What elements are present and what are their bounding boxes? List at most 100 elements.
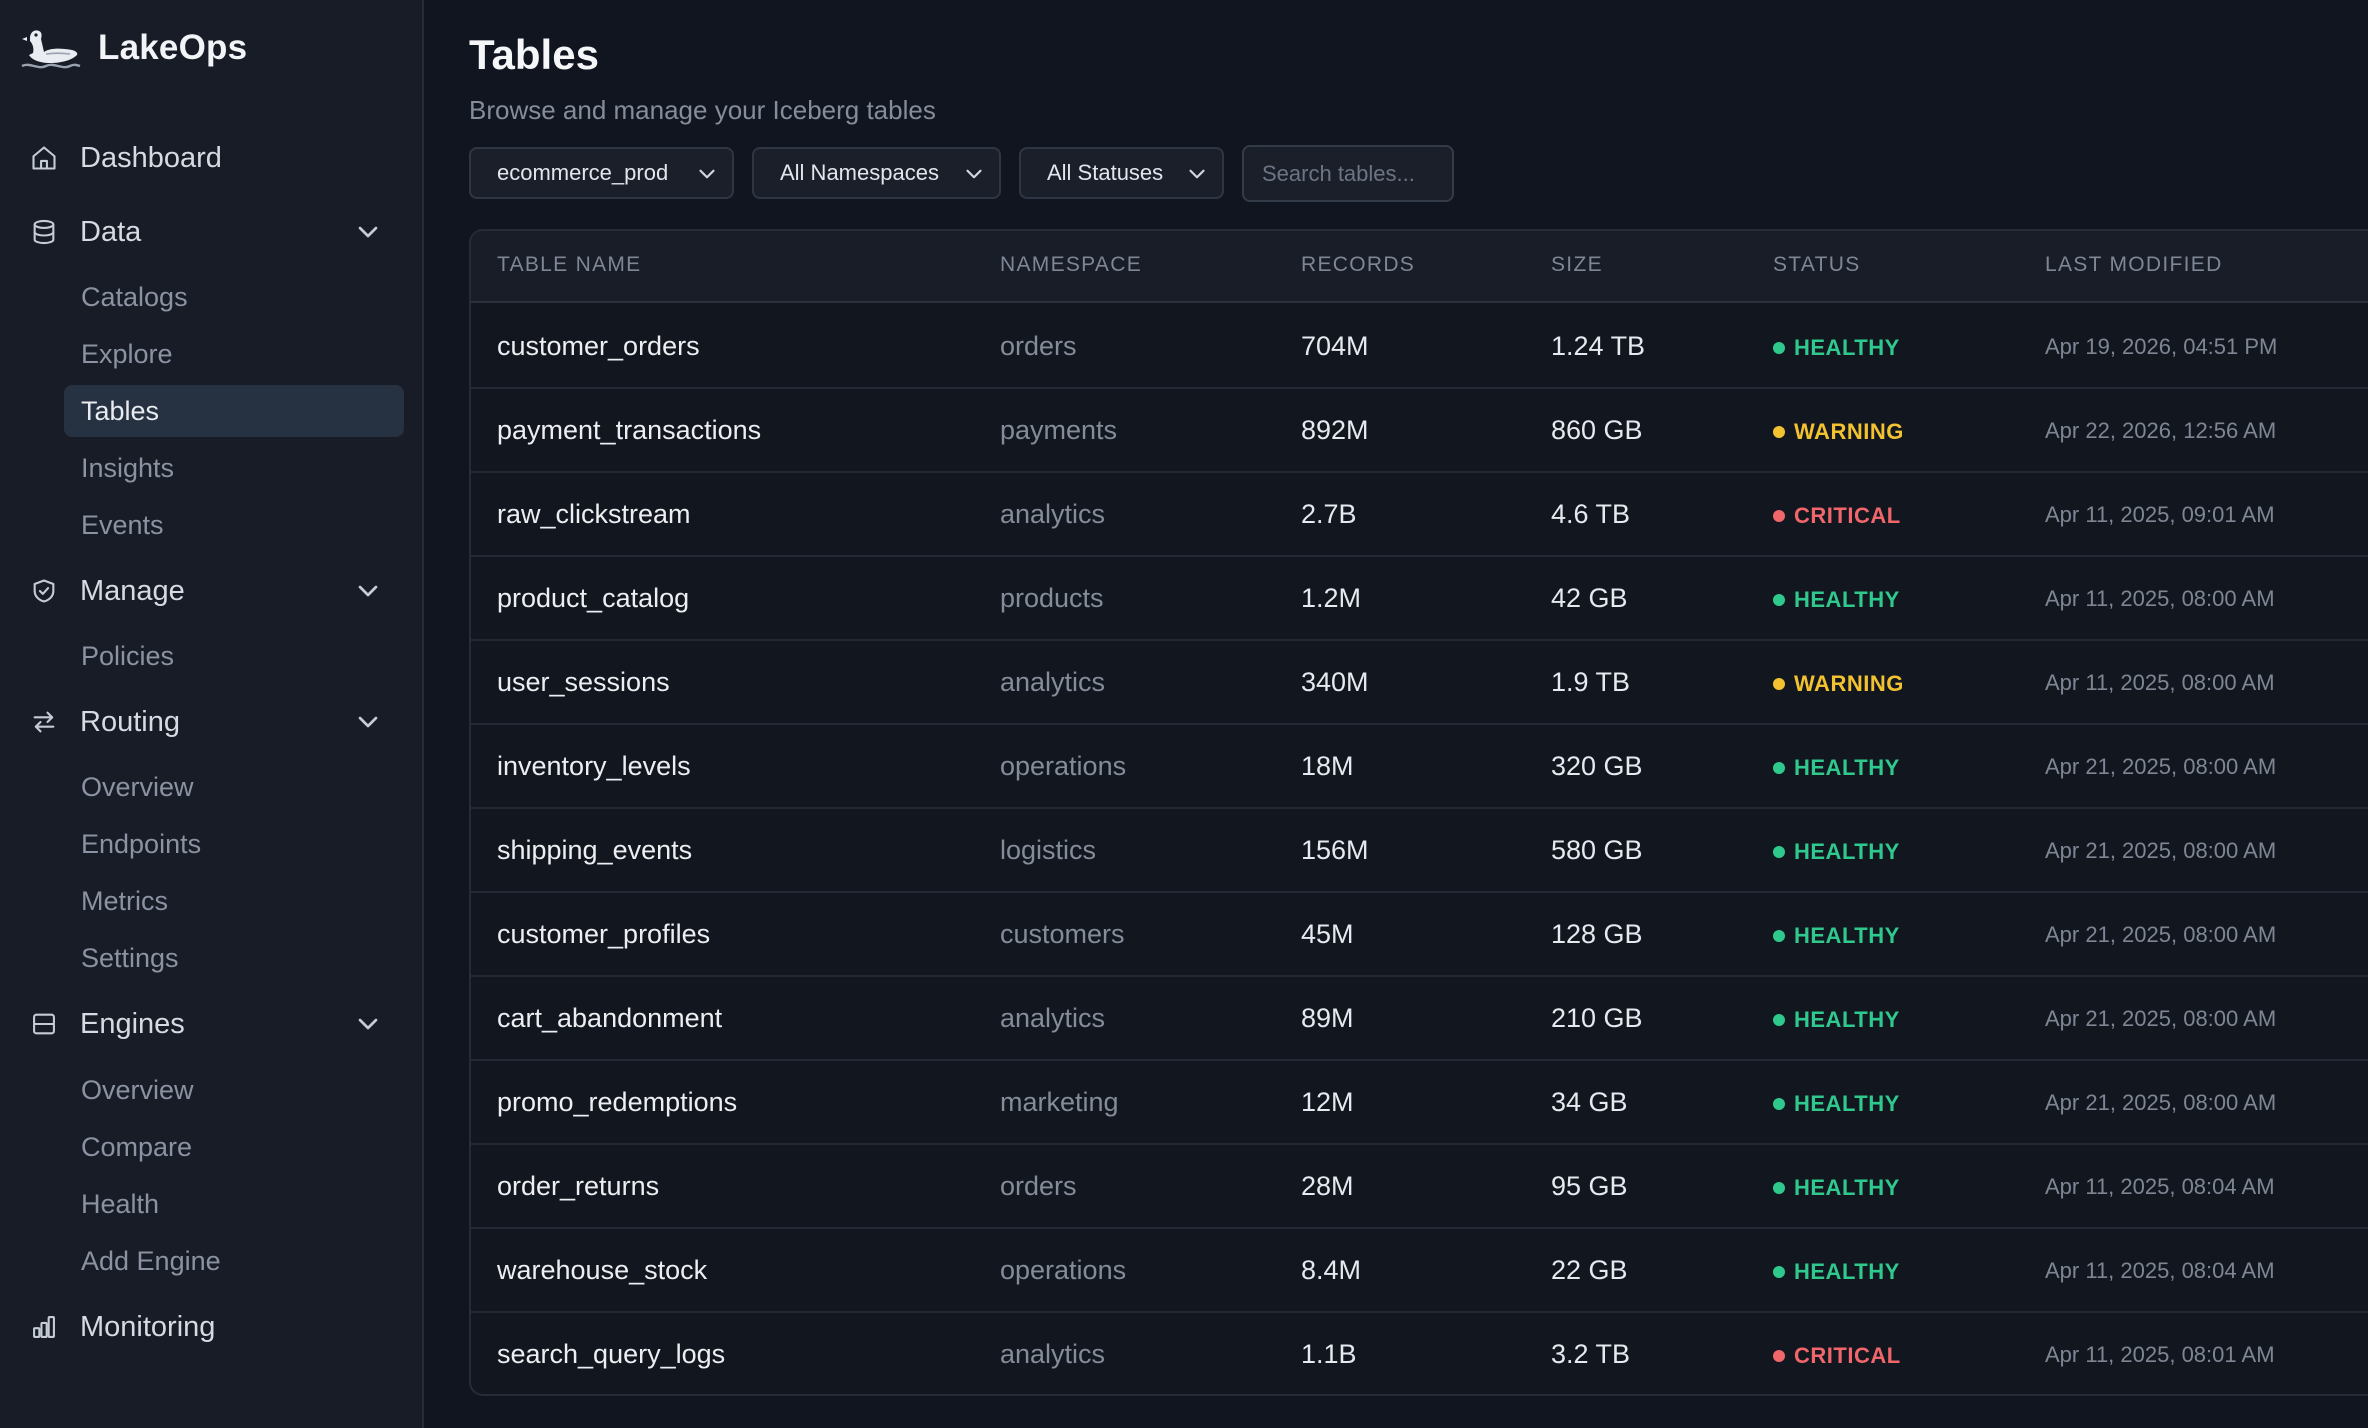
status-badge: HEALTHY: [1773, 1091, 1900, 1117]
status-dot-icon: [1773, 846, 1785, 858]
status-badge: CRITICAL: [1773, 503, 1901, 529]
sidebar-item-engines-overview[interactable]: Overview: [81, 1074, 194, 1105]
nav-dashboard-label: Dashboard: [80, 141, 222, 174]
table-name-cell[interactable]: promo_redemptions: [497, 1087, 738, 1117]
namespace-select[interactable]: All Namespaces: [752, 147, 1001, 199]
table-row[interactable]: raw_clickstream analytics 2.7B 4.6 TB CRITIC…: [471, 473, 2368, 557]
page-title: Tables: [469, 31, 599, 78]
column-header-records[interactable]: RECORDS: [1301, 253, 1416, 276]
status-badge: WARNING: [1773, 419, 1904, 445]
status-dot-icon: [1773, 1350, 1785, 1362]
chevron-down-icon[interactable]: [352, 216, 384, 248]
table-name-cell[interactable]: search_query_logs: [497, 1339, 726, 1369]
column-header-table-name[interactable]: TABLE NAME: [497, 253, 642, 276]
brand-name: LakeOps: [98, 28, 248, 67]
nav-engines[interactable]: Engines: [28, 996, 384, 1052]
nav-monitoring[interactable]: Monitoring: [28, 1299, 384, 1355]
status-dot-icon: [1773, 342, 1785, 354]
chevron-down-icon[interactable]: [352, 1008, 384, 1040]
sidebar-item-routing-overview[interactable]: Overview: [81, 771, 194, 802]
namespace-cell: operations: [1000, 751, 1127, 781]
table-name-cell[interactable]: order_returns: [497, 1171, 660, 1201]
search-input[interactable]: [1242, 145, 1454, 202]
chevron-down-icon[interactable]: [352, 706, 384, 738]
table-row[interactable]: promo_redemptions marketing 12M 34 GB HEALTH…: [471, 1061, 2368, 1145]
status-label: HEALTHY: [1794, 335, 1900, 360]
table-name-cell[interactable]: customer_orders: [497, 331, 700, 361]
nav-routing[interactable]: Routing: [28, 694, 384, 750]
status-badge: HEALTHY: [1773, 587, 1900, 613]
column-header-status[interactable]: STATUS: [1773, 253, 1861, 276]
last-modified-cell: Apr 19, 2026, 04:51 PM: [2045, 334, 2278, 359]
size-cell: 22 GB: [1551, 1255, 1628, 1285]
catalog-select[interactable]: ecommerce_prod: [469, 147, 734, 199]
sidebar-item-tables[interactable]: Tables: [64, 385, 404, 437]
table-name-cell[interactable]: user_sessions: [497, 667, 670, 697]
sidebar-item-events[interactable]: Events: [81, 509, 164, 540]
table-name-cell[interactable]: inventory_levels: [497, 751, 691, 781]
records-cell: 892M: [1301, 415, 1369, 445]
server-icon: [28, 1008, 60, 1040]
last-modified-cell: Apr 22, 2026, 12:56 AM: [2045, 418, 2277, 443]
sidebar-item-endpoints[interactable]: Endpoints: [81, 828, 202, 859]
status-dot-icon: [1773, 1014, 1785, 1026]
status-dot-icon: [1773, 510, 1785, 522]
namespace-cell: operations: [1000, 1255, 1127, 1285]
sidebar-item-catalogs[interactable]: Catalogs: [81, 281, 188, 312]
table-name-cell[interactable]: payment_transactions: [497, 415, 762, 445]
table-name-cell[interactable]: shipping_events: [497, 835, 693, 865]
size-cell: 320 GB: [1551, 751, 1643, 781]
sidebar-item-health[interactable]: Health: [81, 1188, 160, 1219]
column-header-last-modified[interactable]: LAST MODIFIED: [2045, 253, 2223, 276]
sidebar-item-explore[interactable]: Explore: [81, 338, 173, 369]
namespace-cell: logistics: [1000, 835, 1097, 865]
sidebar-item-metrics[interactable]: Metrics: [81, 885, 168, 916]
table-row[interactable]: search_query_logs analytics 1.1B 3.2 TB CRIT…: [471, 1313, 2368, 1394]
table-row[interactable]: cart_abandonment analytics 89M 210 GB HEALTH…: [471, 977, 2368, 1061]
table-name-cell[interactable]: cart_abandonment: [497, 1003, 723, 1033]
shield-icon: [28, 575, 60, 607]
status-label: HEALTHY: [1794, 587, 1900, 612]
sidebar-item-settings[interactable]: Settings: [81, 942, 179, 973]
table-row[interactable]: inventory_levels operations 18M 320 GB HEALT…: [471, 725, 2368, 809]
last-modified-cell: Apr 11, 2025, 08:01 AM: [2045, 1342, 2275, 1367]
status-dot-icon: [1773, 930, 1785, 942]
column-header-namespace[interactable]: NAMESPACE: [1000, 253, 1143, 276]
status-badge: HEALTHY: [1773, 1007, 1900, 1033]
table-name-cell[interactable]: raw_clickstream: [497, 499, 691, 529]
size-cell: 1.9 TB: [1551, 667, 1631, 697]
table-row[interactable]: product_catalog products 1.2M 42 GB HEALTHY A…: [471, 557, 2368, 641]
column-header-size[interactable]: SIZE: [1551, 253, 1603, 276]
sidebar-item-policies[interactable]: Policies: [81, 640, 175, 671]
nav-manage[interactable]: Manage: [28, 563, 384, 619]
nav-dashboard[interactable]: Dashboard: [28, 130, 384, 186]
table-name-cell[interactable]: product_catalog: [497, 583, 690, 613]
last-modified-cell: Apr 21, 2025, 08:00 AM: [2045, 754, 2277, 779]
namespace-cell: marketing: [1000, 1087, 1119, 1117]
sidebar-item-add-engine[interactable]: Add Engine: [81, 1245, 221, 1276]
brand[interactable]: LakeOps: [20, 24, 247, 72]
table-row[interactable]: payment_transactions payments 892M 860 GB WA…: [471, 389, 2368, 473]
status-select[interactable]: All Statuses: [1019, 147, 1224, 199]
table-name-cell[interactable]: warehouse_stock: [497, 1255, 708, 1285]
table-name-cell[interactable]: customer_profiles: [497, 919, 711, 949]
size-cell: 210 GB: [1551, 1003, 1643, 1033]
table-row[interactable]: customer_orders orders 704M 1.24 TB HEALTHY A…: [471, 305, 2368, 389]
table-row[interactable]: shipping_events logistics 156M 580 GB HEALTH…: [471, 809, 2368, 893]
sidebar-item-insights[interactable]: Insights: [81, 452, 175, 483]
status-label: WARNING: [1794, 419, 1904, 444]
nav-data[interactable]: Data: [28, 204, 384, 260]
table-row[interactable]: user_sessions analytics 340M 1.9 TB WARNING A…: [471, 641, 2368, 725]
table-row[interactable]: order_returns orders 28M 95 GB HEALTHY Apr 11…: [471, 1145, 2368, 1229]
namespace-cell: payments: [1000, 415, 1118, 445]
status-dot-icon: [1773, 594, 1785, 606]
namespace-cell: analytics: [1000, 1339, 1106, 1369]
size-cell: 42 GB: [1551, 583, 1628, 613]
size-cell: 580 GB: [1551, 835, 1643, 865]
sidebar-item-compare[interactable]: Compare: [81, 1131, 193, 1162]
records-cell: 12M: [1301, 1087, 1354, 1117]
table-row[interactable]: warehouse_stock operations 8.4M 22 GB HEALTH…: [471, 1229, 2368, 1313]
table-row[interactable]: customer_profiles customers 45M 128 GB HEALT…: [471, 893, 2368, 977]
status-label: HEALTHY: [1794, 755, 1900, 780]
chevron-down-icon[interactable]: [352, 575, 384, 607]
